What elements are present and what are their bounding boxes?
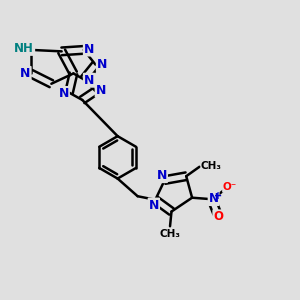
Text: N: N <box>96 84 106 97</box>
Text: N: N <box>208 192 219 205</box>
Text: CH₃: CH₃ <box>160 229 181 239</box>
Text: N: N <box>20 67 31 80</box>
Text: N: N <box>157 169 167 182</box>
Text: CH₃: CH₃ <box>201 161 222 171</box>
Text: NH: NH <box>14 42 34 55</box>
Text: O: O <box>213 210 223 223</box>
Text: +: + <box>214 190 222 201</box>
Text: N: N <box>84 74 94 87</box>
Text: N: N <box>84 43 94 56</box>
Text: N: N <box>58 87 69 100</box>
Text: N: N <box>148 199 159 212</box>
Text: N: N <box>97 58 107 71</box>
Text: O⁻: O⁻ <box>223 182 237 192</box>
